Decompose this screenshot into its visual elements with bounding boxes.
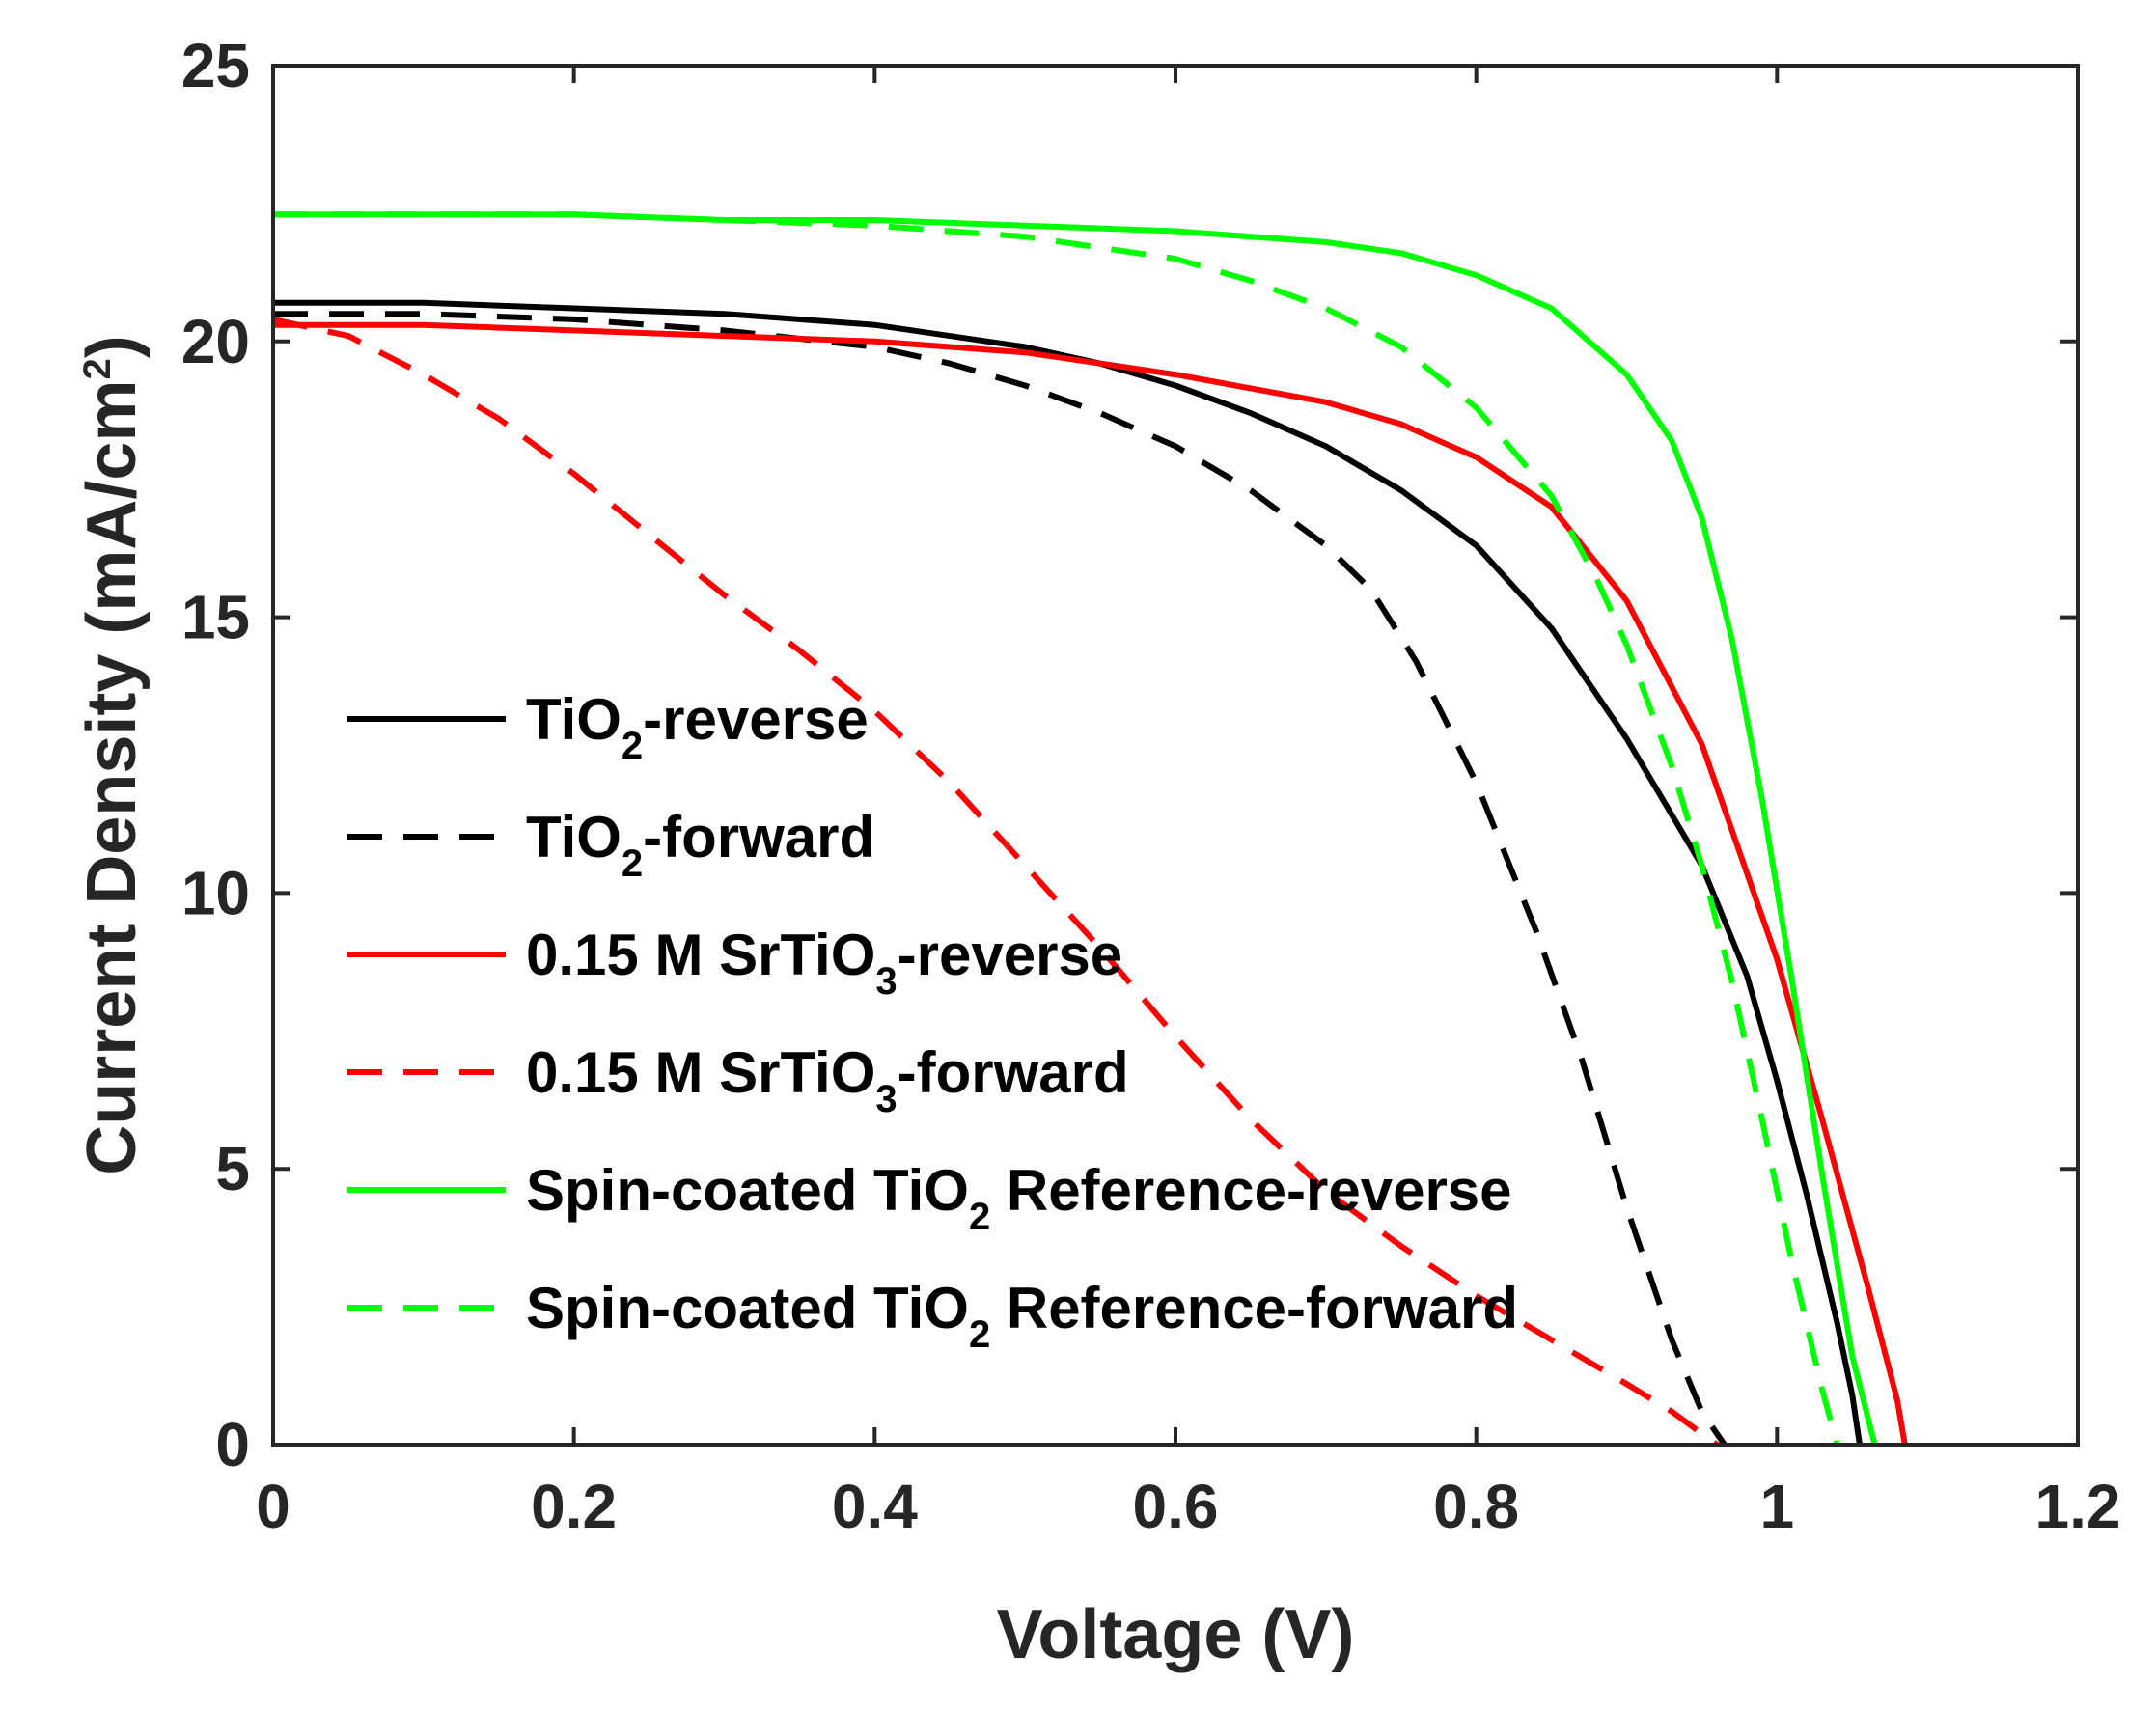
legend-label-suffix: -reverse (898, 923, 1123, 987)
legend-label-text: Spin-coated TiO (526, 1158, 969, 1223)
y-axis-title-superscript: 2 (76, 358, 119, 379)
axis-ticks: 0 0.2 0.4 0.6 0.8 1 1.2 0 5 10 15 20 25 (181, 31, 2121, 1541)
series-line-5 (273, 211, 1840, 1446)
x-tick-label: 0.8 (1433, 1472, 1519, 1541)
legend-label-suffix: Reference-forward (990, 1276, 1518, 1340)
series-layer (272, 211, 1908, 1448)
legend-label-2: 0.15 M SrTiO3-reverse (526, 923, 1122, 1003)
legend-label-text: TiO (526, 687, 622, 752)
y-axis-title-main: Current Density (mA/cm (73, 380, 151, 1175)
legend-label-suffix: -reverse (643, 687, 869, 752)
series-line-1 (273, 311, 1728, 1447)
legend-label-subscript: 2 (622, 725, 643, 767)
series-line-3 (272, 316, 1719, 1448)
legend-label-subscript: 2 (969, 1313, 990, 1356)
y-tick-label: 10 (181, 858, 250, 927)
x-tick-label: 1 (1760, 1472, 1795, 1541)
series-line-2 (273, 321, 1908, 1446)
legend-label-3: 0.15 M SrTiO3-forward (526, 1040, 1129, 1120)
y-axis-title-close: ) (73, 335, 151, 358)
y-tick-label: 20 (181, 307, 250, 376)
y-tick-label: 5 (215, 1134, 250, 1203)
x-tick-label: 1.2 (2035, 1472, 2121, 1541)
legend-label-subscript: 2 (969, 1196, 990, 1238)
x-tick-label: 0.4 (832, 1472, 918, 1541)
legend-label-text: 0.15 M SrTiO (526, 1040, 875, 1105)
x-tick-label: 0.2 (531, 1472, 617, 1541)
legend-label-5: Spin-coated TiO2 Reference-forward (526, 1276, 1518, 1356)
legend-label-subscript: 3 (875, 960, 897, 1003)
legend-label-4: Spin-coated TiO2 Reference-reverse (526, 1158, 1512, 1238)
y-axis-title: Current Density (mA/cm2) (73, 335, 151, 1174)
legend-label-subscript: 2 (622, 842, 643, 885)
x-tick-label: 0.6 (1133, 1472, 1219, 1541)
legend-label-suffix: -forward (643, 805, 874, 869)
y-tick-label: 0 (215, 1410, 250, 1479)
y-tick-label: 25 (181, 31, 250, 100)
legend-label-text: 0.15 M SrTiO (526, 923, 875, 987)
legend-label-text: TiO (526, 805, 622, 869)
x-axis-title: Voltage (V) (997, 1596, 1355, 1673)
legend-label-suffix: -forward (898, 1040, 1129, 1105)
legend-label-text: Spin-coated TiO (526, 1276, 969, 1340)
series-line-0 (273, 299, 1863, 1446)
legend-label-1: TiO2-forward (526, 805, 874, 885)
legend-label-suffix: Reference-reverse (990, 1158, 1511, 1223)
y-tick-label: 15 (181, 583, 250, 652)
legend-label-0: TiO2-reverse (526, 687, 869, 767)
x-tick-label: 0 (256, 1472, 290, 1541)
legend-label-subscript: 3 (875, 1078, 897, 1120)
